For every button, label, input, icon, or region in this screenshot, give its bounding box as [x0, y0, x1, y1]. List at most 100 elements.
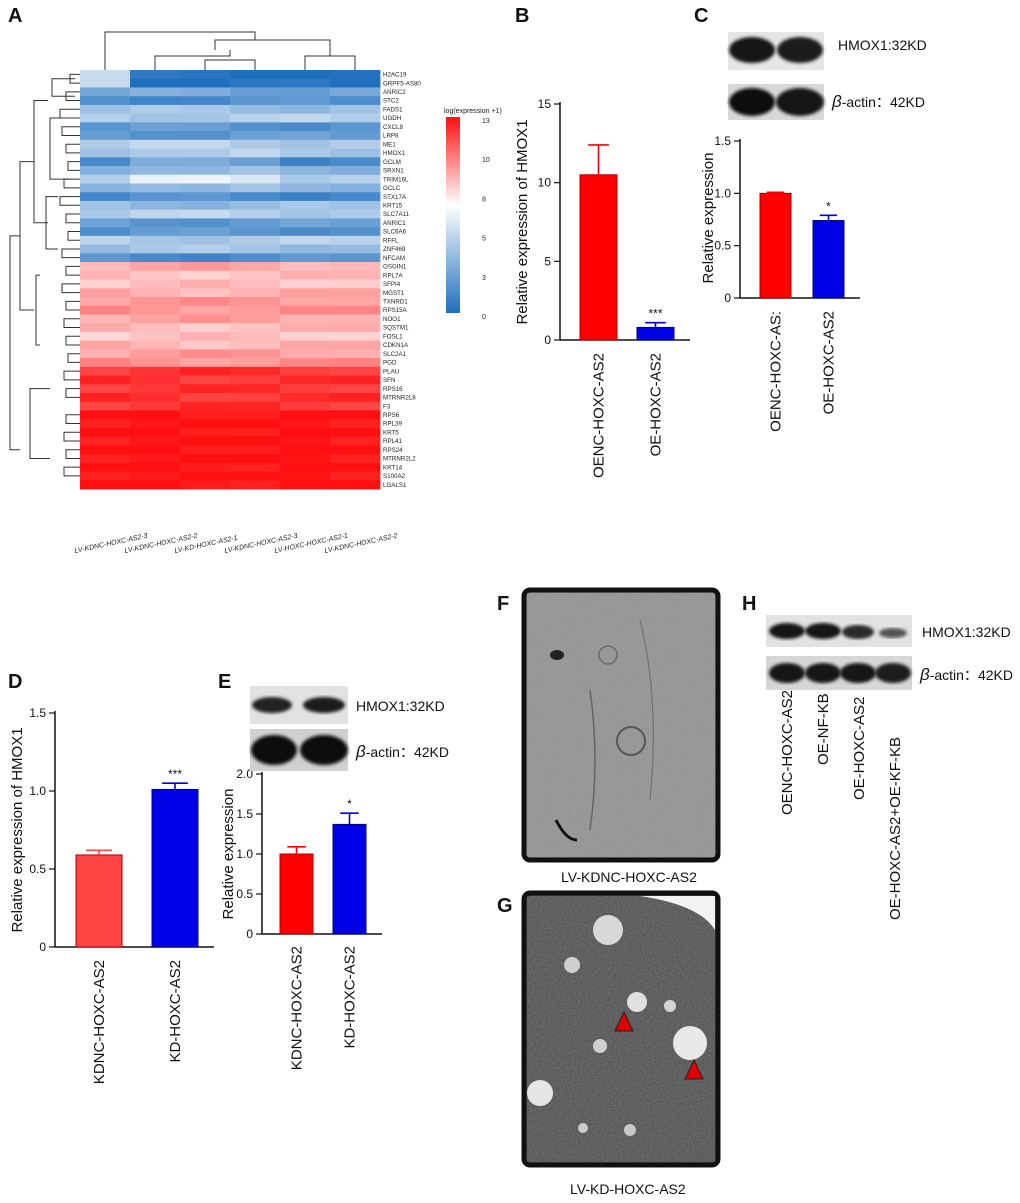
- heatmap-cell: [130, 314, 181, 324]
- heatmap-cell: [280, 253, 331, 263]
- gene-label: RPS6: [383, 412, 400, 419]
- heatmap-cell: [230, 401, 281, 411]
- gene-label: OSGIN1: [383, 264, 407, 271]
- y-tick-label: 15: [538, 97, 552, 111]
- heatmap-cell: [180, 139, 231, 149]
- legend-tick-label: 0: [482, 314, 486, 321]
- dendrogram-branch: [67, 353, 80, 363]
- heatmap-cell: [280, 349, 331, 359]
- heatmap-cell: [280, 192, 331, 202]
- heatmap-cell: [230, 139, 281, 149]
- legend-tick-label: 3: [482, 275, 486, 282]
- x-category-label: OENC-HOXC-AS2: [591, 353, 608, 478]
- heatmap-cell: [180, 288, 231, 298]
- heatmap-cell: [130, 78, 181, 88]
- heatmap-cell: [230, 253, 281, 263]
- heatmap-cell: [330, 323, 381, 333]
- heatmap-cell: [280, 288, 331, 298]
- western-blot-panel-e: HMOX1:32KD β-actin：42KD: [250, 686, 449, 771]
- dendrogram-branch: [304, 55, 356, 70]
- heatmap-cell: [330, 157, 381, 167]
- heatmap-cell: [130, 131, 181, 141]
- heatmap-cell: [80, 262, 131, 272]
- heatmap-cell: [180, 384, 231, 394]
- heatmap-cell: [280, 375, 331, 385]
- heatmap-cell: [130, 279, 181, 289]
- heatmap-legend-ticks: 13 10 8 5 3 0: [482, 118, 490, 321]
- heatmap-cell: [130, 244, 181, 254]
- heatmap-cell: [330, 314, 381, 324]
- significance-label: *: [347, 797, 352, 811]
- heatmap-cell: [80, 157, 131, 167]
- gene-label: STC2: [383, 98, 399, 105]
- heatmap-cell: [330, 70, 381, 80]
- dendrogram-branch: [63, 318, 80, 329]
- heatmap-cell: [330, 375, 381, 385]
- heatmap-cell: [130, 218, 181, 228]
- heatmap-cell: [130, 401, 181, 411]
- heatmap-cell: [80, 104, 131, 115]
- heatmap-cell: [230, 174, 281, 184]
- heatmap-cell: [230, 262, 281, 272]
- micrograph-panel-f: LV-KDNC-HOXC-AS2: [521, 587, 721, 885]
- heatmap-cell: [330, 471, 381, 481]
- dendrogram-branch: [214, 39, 331, 56]
- bar: [579, 174, 618, 341]
- heatmap-cell: [230, 471, 281, 481]
- heatmap-cell: [80, 183, 131, 193]
- heatmap-cell: [330, 349, 381, 359]
- heatmap-cell: [180, 454, 231, 464]
- heatmap-cell: [130, 166, 181, 176]
- gene-label: SQSTM1: [383, 325, 409, 332]
- heatmap-cell: [80, 166, 131, 176]
- heatmap-cell: [130, 253, 181, 263]
- heatmap-cell: [80, 349, 131, 359]
- heatmap-cell: [130, 419, 181, 429]
- heatmap-cell: [130, 235, 181, 245]
- heatmap-cell: [230, 340, 281, 350]
- x-category-label: KDNC-HOXC-AS2: [289, 946, 306, 1070]
- heatmap-cell: [80, 70, 131, 80]
- heatmap-cell: [230, 87, 281, 97]
- gene-label: H2AC19: [383, 72, 407, 79]
- heatmap-cell: [80, 148, 131, 158]
- heatmap-cell: [130, 340, 181, 350]
- heatmap-cell: [280, 166, 331, 176]
- heatmap-cell: [130, 427, 181, 438]
- heatmap-cell: [130, 445, 181, 455]
- heatmap-cell: [80, 462, 131, 472]
- bar-chart-panel-e: 0 0.5 1.0 1.5 2.0 KDNC-HOXC-AS2 * KD-HOXC-AS2 Re…: [220, 767, 382, 1070]
- heatmap-cell: [330, 87, 381, 97]
- micrograph-g-caption: LV-KD-HOXC-AS2: [570, 1181, 686, 1197]
- heatmap-cell: [80, 218, 131, 228]
- y-tick-label: 0: [246, 927, 253, 941]
- heatmap-cell: [180, 471, 231, 481]
- heatmap-cell: [230, 366, 281, 376]
- heatmap-cell: [230, 70, 281, 80]
- heatmap-cell: [180, 340, 231, 350]
- heatmap-cell: [280, 445, 331, 455]
- gene-label: NOO1: [383, 316, 401, 323]
- y-tick-label: 1.0: [29, 784, 46, 798]
- heatmap-cell: [280, 366, 331, 376]
- panel-letter-b: B: [515, 5, 529, 27]
- panel-letter-d: D: [8, 671, 22, 693]
- heatmap-cell: [130, 104, 181, 115]
- blot-h-lane-label: OENC-HOXC-AS2: [779, 690, 796, 815]
- heatmap-cell: [230, 436, 281, 446]
- heatmap-cell: [180, 358, 231, 368]
- heatmap-cell: [280, 314, 331, 324]
- significance-label: *: [826, 199, 831, 213]
- heatmap-cell: [330, 270, 381, 280]
- gene-label: PLAU: [383, 368, 399, 375]
- x-category-label: KDNC-HOXC-AS2: [91, 960, 108, 1084]
- heatmap-cell: [80, 480, 131, 490]
- gene-label: TRIM16L: [383, 176, 409, 183]
- bar-chart-panel-d: 0 0.5 1.0 1.5 KDNC-HOXC-AS2 *** KD-HOXC-AS2 Rel…: [9, 706, 214, 1084]
- heatmap-cell: [80, 235, 131, 245]
- heatmap-cell: [80, 87, 131, 97]
- heatmap-cell: [330, 296, 381, 307]
- dendrogram-branch: [35, 274, 40, 346]
- dendrogram-branch: [59, 108, 80, 119]
